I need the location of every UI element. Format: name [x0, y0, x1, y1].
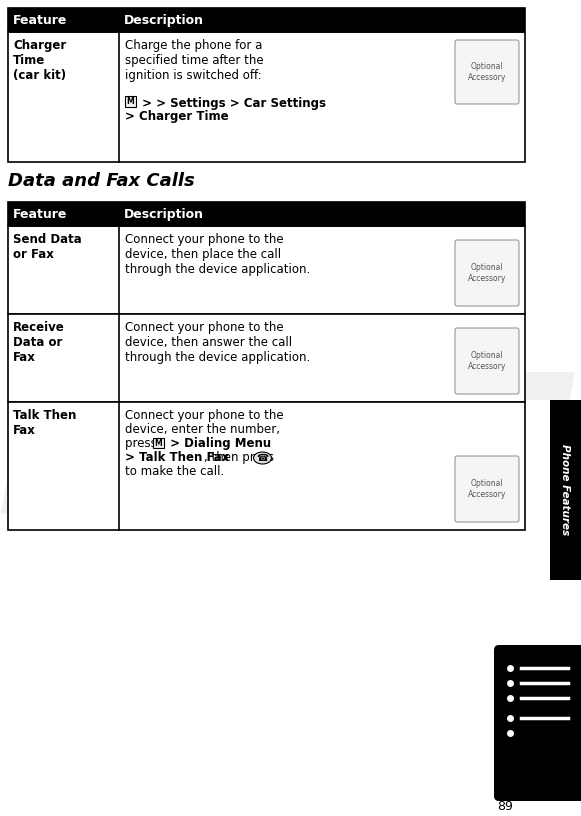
- Text: Connect your phone to the: Connect your phone to the: [125, 409, 284, 422]
- Text: > Talk Then Fax: > Talk Then Fax: [125, 451, 229, 464]
- Bar: [550, 400, 581, 580]
- Text: > Dialing Menu: > Dialing Menu: [166, 437, 271, 450]
- Bar: [125, 96, 136, 107]
- Text: M: M: [155, 438, 162, 447]
- Bar: [153, 438, 164, 448]
- Text: Connect your phone to the
device, then answer the call
through the device applic: Connect your phone to the device, then a…: [125, 321, 310, 364]
- Text: ☎: ☎: [256, 453, 268, 463]
- Text: > > Settings > Car Settings: > > Settings > Car Settings: [138, 97, 326, 110]
- Bar: [8, 32, 525, 162]
- Bar: [8, 314, 525, 402]
- Text: Feature: Feature: [13, 14, 67, 27]
- Ellipse shape: [253, 452, 271, 464]
- Text: DRAFT: DRAFT: [0, 366, 564, 554]
- FancyBboxPatch shape: [455, 240, 519, 306]
- Text: Data and Fax Calls: Data and Fax Calls: [8, 172, 195, 190]
- Text: 89: 89: [497, 800, 513, 813]
- Bar: [8, 402, 525, 530]
- Text: to make the call.: to make the call.: [125, 465, 224, 478]
- FancyBboxPatch shape: [494, 645, 581, 801]
- Text: M: M: [127, 97, 134, 106]
- FancyBboxPatch shape: [455, 328, 519, 394]
- Bar: [8, 8, 525, 32]
- Text: Phone Features: Phone Features: [561, 445, 571, 535]
- Text: Description: Description: [124, 14, 204, 27]
- Text: Send Data
or Fax: Send Data or Fax: [13, 233, 82, 261]
- Text: Charge the phone for a
specified time after the
ignition is switched off:: Charge the phone for a specified time af…: [125, 39, 264, 82]
- Text: Connect your phone to the
device, then place the call
through the device applica: Connect your phone to the device, then p…: [125, 233, 310, 276]
- Text: press: press: [125, 437, 160, 450]
- Text: Talk Then
Fax: Talk Then Fax: [13, 409, 76, 437]
- Text: Optional
Accessory: Optional Accessory: [468, 479, 506, 499]
- Text: device, enter the number,: device, enter the number,: [125, 423, 280, 436]
- Bar: [8, 226, 525, 314]
- Text: Charger
Time
(car kit): Charger Time (car kit): [13, 39, 66, 82]
- Text: > Charger Time: > Charger Time: [125, 110, 229, 123]
- Text: Optional
Accessory: Optional Accessory: [468, 264, 506, 282]
- Bar: [8, 202, 525, 226]
- FancyBboxPatch shape: [455, 456, 519, 522]
- Text: Feature: Feature: [13, 208, 67, 221]
- Text: , then press: , then press: [205, 451, 274, 464]
- Text: Optional
Accessory: Optional Accessory: [468, 62, 506, 82]
- FancyBboxPatch shape: [455, 40, 519, 104]
- Text: Receive
Data or
Fax: Receive Data or Fax: [13, 321, 64, 364]
- Text: Description: Description: [124, 208, 204, 221]
- Text: Optional
Accessory: Optional Accessory: [468, 352, 506, 370]
